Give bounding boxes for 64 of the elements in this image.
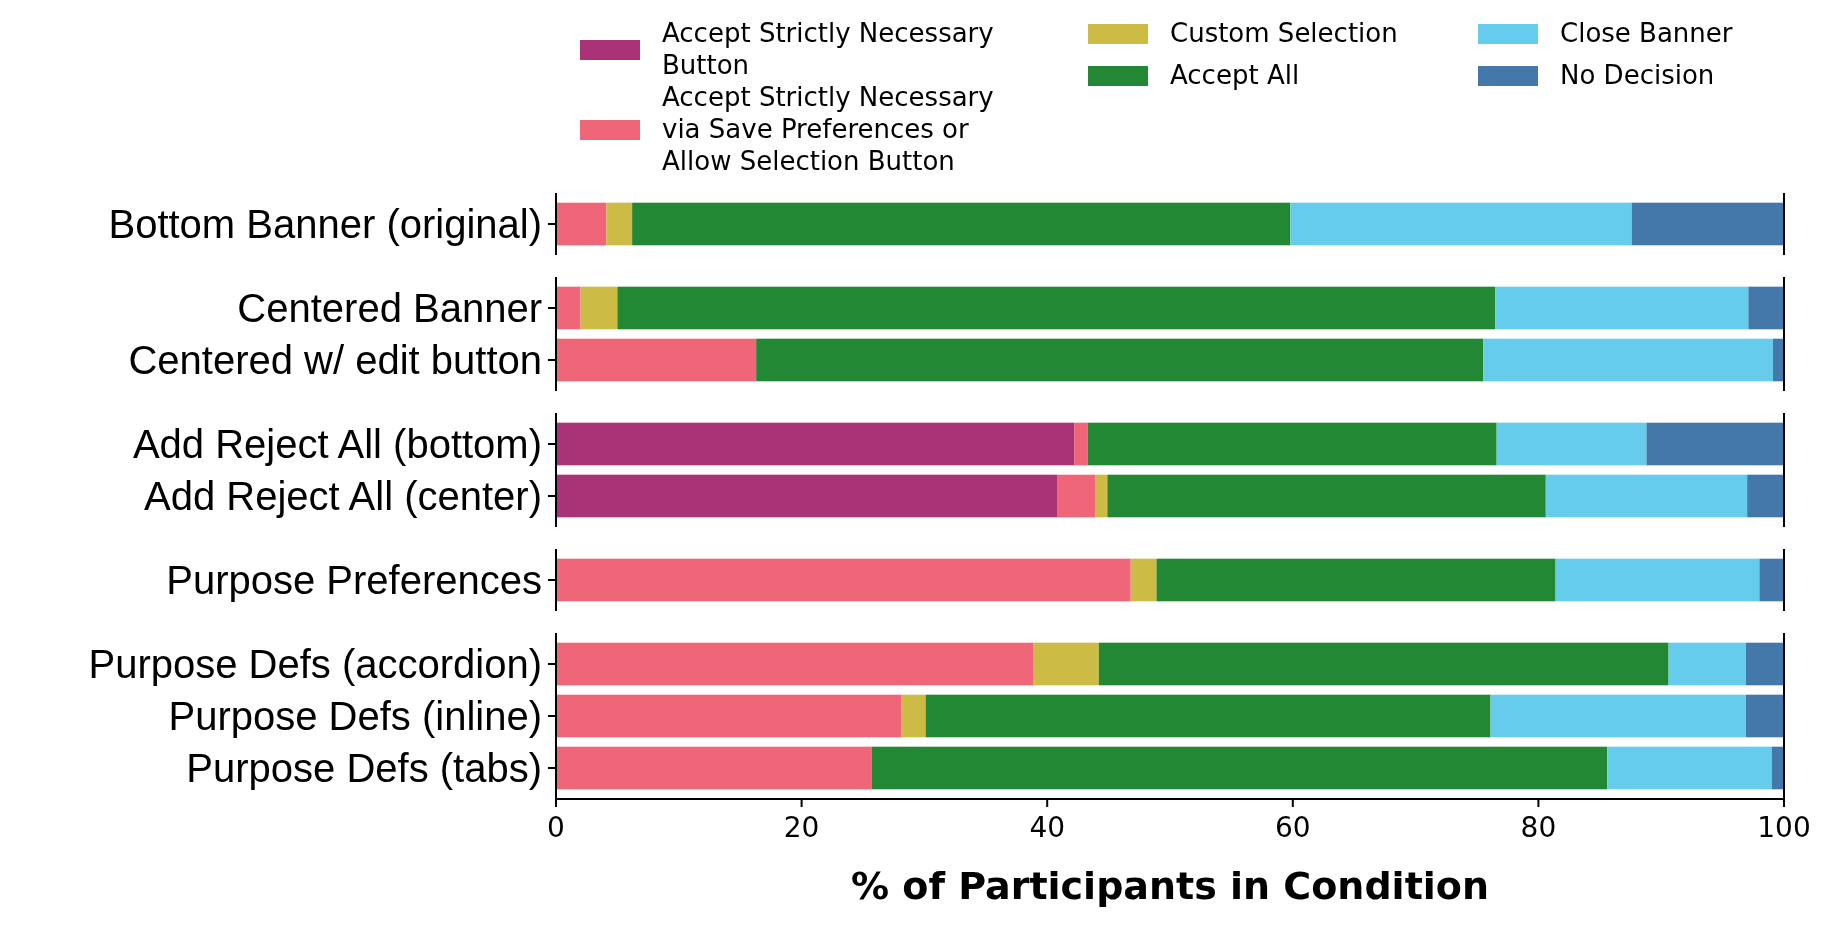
bar — [925, 694, 1491, 738]
bar — [901, 694, 926, 738]
legend-label: Close Banner — [1560, 18, 1733, 48]
bar — [556, 746, 872, 790]
bar — [1033, 642, 1099, 686]
bar — [556, 338, 757, 382]
bar — [617, 286, 1496, 330]
bar — [1631, 202, 1784, 246]
bar — [1668, 642, 1746, 686]
bar — [1759, 558, 1784, 602]
bar — [1483, 338, 1773, 382]
bar — [1745, 642, 1784, 686]
bar — [1107, 474, 1546, 518]
bar — [1098, 642, 1669, 686]
y-tick-label: Purpose Preferences — [166, 558, 542, 602]
y-tick-label: Purpose Defs (tabs) — [186, 746, 542, 790]
bar — [1490, 694, 1746, 738]
bar — [556, 422, 1075, 466]
x-tick-label: 20 — [783, 811, 820, 844]
bar — [632, 202, 1291, 246]
bar — [1607, 746, 1772, 790]
x-tick-label: 40 — [1029, 811, 1066, 844]
bar — [871, 746, 1608, 790]
bar — [1646, 422, 1784, 466]
bar — [1496, 422, 1647, 466]
y-tick-label: Bottom Banner (original) — [108, 202, 542, 246]
legend-label: No Decision — [1560, 60, 1715, 90]
bar — [1748, 286, 1784, 330]
y-tick-label: Add Reject All (center) — [144, 474, 542, 518]
bar — [1074, 422, 1088, 466]
bar — [1095, 474, 1108, 518]
bar — [1555, 558, 1760, 602]
bar — [556, 558, 1131, 602]
legend-label: Accept Strictly Necessary Button — [662, 18, 994, 80]
x-tick-label: 0 — [547, 811, 565, 844]
legend-label: Accept All — [1170, 60, 1300, 90]
x-axis-title: % of Participants in Condition — [851, 864, 1489, 908]
y-tick-label: Add Reject All (bottom) — [132, 422, 542, 466]
bar — [556, 694, 902, 738]
bar — [1495, 286, 1749, 330]
bar — [556, 642, 1034, 686]
y-tick-label: Centered w/ edit button — [128, 338, 542, 382]
bar — [756, 338, 1484, 382]
bar — [556, 202, 607, 246]
x-tick-label: 60 — [1274, 811, 1311, 844]
bar — [556, 286, 581, 330]
bar — [556, 474, 1058, 518]
y-tick-label: Purpose Defs (inline) — [168, 694, 542, 738]
legend-label: Accept Strictly Necessary via Save Preferences or Allow Selection Button — [662, 82, 994, 176]
bar — [580, 286, 618, 330]
y-tick-label: Centered Banner — [237, 286, 542, 330]
x-tick-label: 80 — [1520, 811, 1557, 844]
legend-label: Custom Selection — [1170, 18, 1398, 48]
bar — [606, 202, 633, 246]
bar — [1130, 558, 1157, 602]
x-tick-label: 100 — [1757, 811, 1811, 844]
bar — [1745, 694, 1784, 738]
bar — [1747, 474, 1784, 518]
bar — [1545, 474, 1748, 518]
bar — [1156, 558, 1556, 602]
bar — [1087, 422, 1497, 466]
bar — [1290, 202, 1632, 246]
bar — [1057, 474, 1096, 518]
y-tick-label: Purpose Defs (accordion) — [88, 642, 542, 686]
